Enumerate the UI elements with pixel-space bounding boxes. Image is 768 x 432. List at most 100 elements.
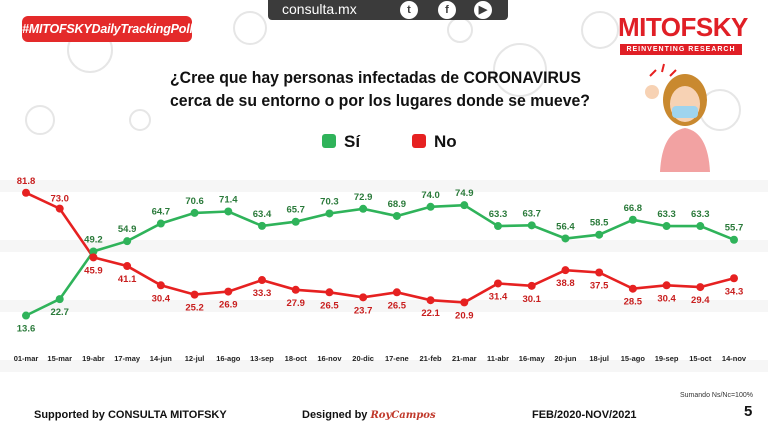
data-point-no: [730, 274, 738, 283]
data-label-yes: 58.5: [590, 218, 609, 229]
data-label-no: 31.4: [489, 291, 508, 302]
data-label-no: 81.8: [17, 176, 36, 187]
data-point-no: [662, 281, 671, 290]
data-point-no: [595, 268, 604, 277]
data-label-yes: 63.3: [489, 209, 508, 220]
data-point-yes: [561, 234, 570, 243]
legend-yes-label: Sí: [344, 132, 361, 151]
x-tick-label: 15-mar: [47, 354, 72, 363]
data-label-no: 33.3: [253, 288, 272, 299]
legend-no: No: [412, 132, 457, 152]
x-tick-label: 13-sep: [250, 354, 274, 363]
x-tick-label: 11-abr: [487, 354, 509, 363]
data-label-yes: 70.6: [185, 196, 204, 207]
data-point-yes: [258, 221, 266, 230]
date-range: FEB/2020-NOV/2021: [532, 409, 637, 421]
brand-tagline: REINVENTING RESEARCH: [620, 44, 742, 55]
data-label-yes: 72.9: [354, 192, 373, 203]
data-label-no: 26.9: [219, 300, 238, 311]
data-point-no: [258, 276, 266, 285]
data-point-yes: [460, 201, 469, 210]
data-point-no: [561, 266, 570, 275]
x-tick-label: 17-may: [114, 354, 141, 363]
legend-yes: Sí: [322, 132, 360, 152]
supported-by: Supported by CONSULTA MITOFSKY: [34, 409, 227, 421]
data-point-no: [156, 281, 165, 290]
data-point-yes: [628, 215, 637, 224]
data-label-no: 37.5: [590, 281, 609, 292]
data-point-yes: [22, 311, 30, 320]
data-label-no: 41.1: [118, 274, 137, 285]
designed-by: Designed by RoyCampos: [302, 409, 436, 421]
data-label-yes: 63.3: [657, 209, 676, 220]
data-point-no: [291, 285, 300, 294]
legend-no-label: No: [434, 132, 457, 151]
data-point-no: [22, 188, 30, 197]
site-link[interactable]: consulta.mx: [282, 1, 357, 17]
data-label-yes: 55.7: [725, 223, 744, 234]
data-label-yes: 56.4: [556, 221, 575, 232]
top-bar: consulta.mx t f ▶: [268, 0, 508, 20]
x-tick-label: 21-mar: [452, 354, 477, 363]
data-label-yes: 63.4: [253, 209, 272, 220]
data-point-no: [89, 253, 98, 262]
data-point-yes: [156, 219, 165, 228]
data-point-no: [224, 287, 233, 296]
data-label-yes: 49.2: [84, 234, 103, 245]
data-label-no: 26.5: [320, 300, 339, 311]
data-label-yes: 65.7: [286, 205, 305, 216]
data-label-yes: 64.7: [152, 207, 171, 218]
data-point-no: [460, 298, 469, 307]
data-label-no: 29.4: [691, 295, 710, 306]
data-label-no: 25.2: [185, 303, 204, 314]
data-point-yes: [527, 221, 536, 230]
data-point-yes: [55, 295, 64, 304]
data-label-no: 20.9: [455, 310, 474, 321]
chart-question: ¿Cree que hay personas infectadas de COR…: [170, 68, 590, 110]
x-tick-label: 17-ene: [385, 354, 409, 363]
x-tick-label: 14-jun: [150, 354, 173, 363]
data-label-no: 28.5: [624, 297, 643, 308]
twitter-icon[interactable]: t: [400, 1, 418, 19]
facebook-icon[interactable]: f: [438, 1, 456, 19]
x-tick-label: 15-oct: [689, 354, 712, 363]
data-point-no: [55, 204, 64, 213]
youtube-icon[interactable]: ▶: [474, 1, 492, 19]
x-tick-label: 21-feb: [420, 354, 443, 363]
x-tick-label: 15-ago: [621, 354, 646, 363]
x-tick-label: 20-dic: [352, 354, 374, 363]
x-tick-label: 16-ago: [216, 354, 241, 363]
data-point-no: [494, 279, 502, 288]
data-label-no: 45.9: [84, 265, 103, 276]
x-tick-label: 18-jul: [589, 354, 609, 363]
x-tick-label: 14-nov: [722, 354, 747, 363]
brand-logo: MITOFSKY: [618, 12, 748, 42]
x-tick-label: 20-jun: [554, 354, 577, 363]
x-tick-label: 12-jul: [185, 354, 205, 363]
data-point-no: [628, 284, 637, 293]
data-point-no: [123, 262, 132, 271]
series-line-no: [25, 191, 735, 304]
data-label-yes: 63.3: [691, 209, 710, 220]
data-point-yes: [494, 222, 502, 231]
data-point-yes: [224, 207, 233, 216]
data-point-yes: [359, 204, 368, 213]
data-label-yes: 22.7: [50, 307, 69, 318]
page-number: 5: [744, 403, 753, 420]
data-label-no: 34.3: [725, 286, 744, 297]
data-point-yes: [595, 230, 604, 239]
designer-signature: RoyCampos: [370, 410, 436, 421]
x-tick-label: 19-sep: [655, 354, 679, 363]
data-point-yes: [123, 237, 132, 246]
data-point-yes: [291, 217, 300, 226]
data-label-no: 26.5: [388, 300, 407, 311]
data-label-no: 38.8: [556, 278, 575, 289]
data-label-yes: 63.7: [522, 208, 541, 219]
data-point-yes: [190, 208, 199, 217]
data-label-yes: 68.9: [388, 199, 407, 210]
data-label-yes: 13.6: [17, 324, 36, 335]
data-point-yes: [89, 247, 98, 256]
data-point-no: [392, 288, 401, 297]
legend-no-swatch: [412, 134, 426, 148]
